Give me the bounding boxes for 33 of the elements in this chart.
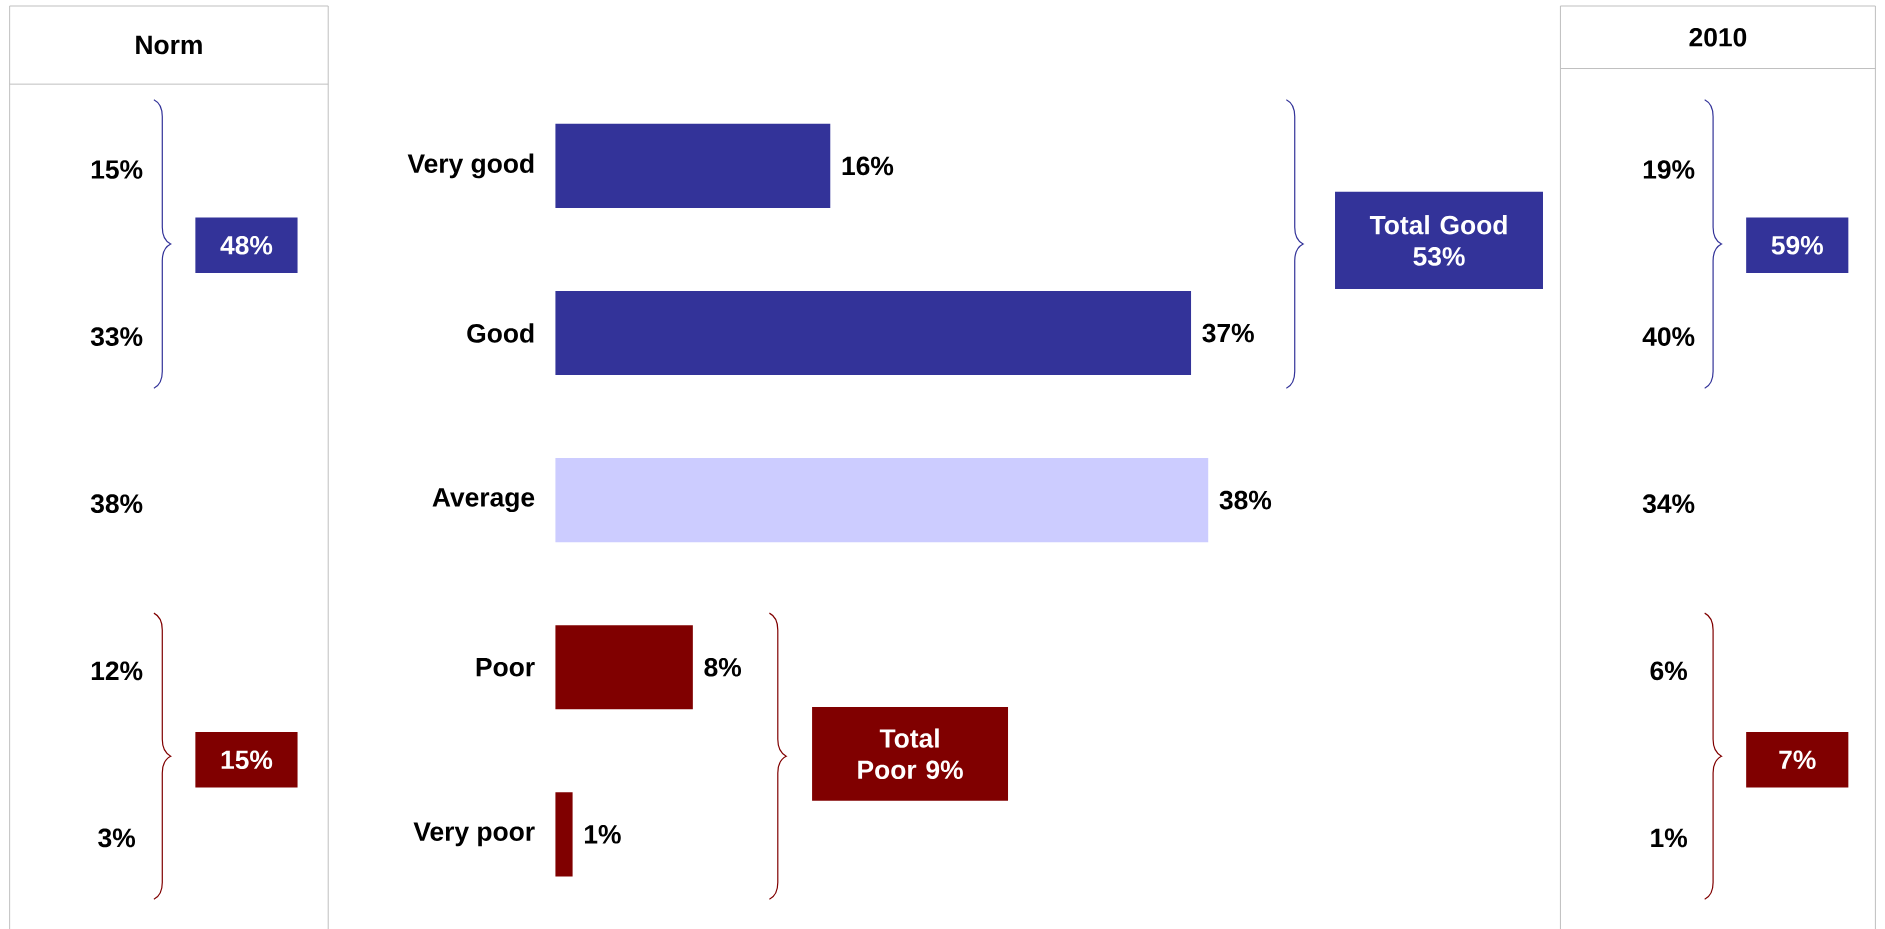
y-tick-label: Average [432,488,535,512]
text: 38% [90,494,143,513]
data-label: 1% [584,824,621,844]
text: 48% [220,235,273,255]
y-tick-label: Poor [476,657,535,677]
bar [555,625,693,710]
bar [555,123,831,208]
data-label: 8% [704,657,742,677]
bar [555,792,573,877]
text: 15% [221,750,273,769]
text: 7% [1779,750,1816,769]
text: 33% [90,327,143,346]
data-label: 38% [1219,490,1272,510]
text: 59% [1771,235,1823,255]
text: 6% [1650,661,1687,681]
annotation: Total Poor 9% [858,728,963,779]
y-tick-label: Very poor [413,822,535,847]
text: 12% [91,661,143,680]
text: 15% [91,160,143,179]
text: 34% [1642,494,1695,513]
text: Total Good 53% [1369,214,1507,266]
bar [555,457,1209,543]
bar [555,290,1192,375]
text: 3% [98,828,136,848]
data-label: 16% [842,156,894,176]
text: 1% [1651,828,1687,848]
text: Norm [136,35,202,55]
y-tick-label: Very good [407,153,534,179]
y-tick-label: Good [467,323,534,343]
text: 2010 [1689,27,1747,47]
text: 19% [1643,160,1695,179]
text: 40% [1642,327,1695,346]
data-label: 37% [1202,323,1254,343]
